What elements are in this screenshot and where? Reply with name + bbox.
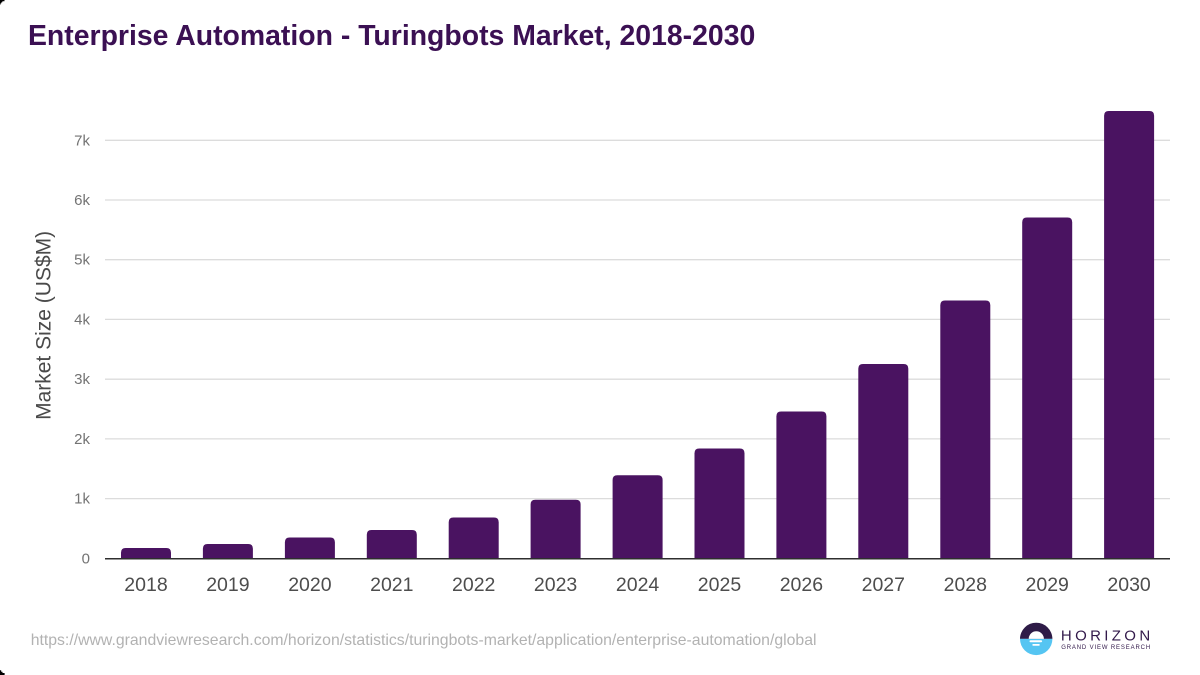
- svg-text:1k: 1k: [74, 491, 90, 508]
- svg-text:2018: 2018: [124, 574, 167, 596]
- svg-text:2023: 2023: [534, 574, 577, 596]
- svg-text:6k: 6k: [74, 192, 90, 209]
- svg-text:4k: 4k: [74, 311, 90, 328]
- svg-text:HORIZON: HORIZON: [1061, 627, 1154, 644]
- svg-text:2022: 2022: [452, 574, 495, 596]
- svg-text:2026: 2026: [780, 574, 823, 596]
- svg-text:2024: 2024: [616, 574, 660, 596]
- svg-text:Market Size (US$M): Market Size (US$M): [32, 231, 55, 420]
- svg-text:2025: 2025: [698, 574, 742, 596]
- svg-text:2020: 2020: [288, 574, 332, 596]
- svg-text:0: 0: [82, 550, 90, 567]
- svg-text:2027: 2027: [862, 574, 905, 596]
- svg-text:2k: 2k: [74, 431, 90, 448]
- svg-text:5k: 5k: [74, 252, 90, 269]
- svg-text:7k: 7k: [74, 132, 90, 149]
- svg-text:2029: 2029: [1026, 574, 1069, 596]
- svg-text:2021: 2021: [370, 574, 413, 596]
- svg-text:3k: 3k: [74, 371, 90, 388]
- svg-text:2030: 2030: [1107, 574, 1151, 596]
- svg-text:GRAND VIEW RESEARCH: GRAND VIEW RESEARCH: [1061, 645, 1151, 651]
- svg-text:2028: 2028: [944, 574, 987, 596]
- svg-text:2019: 2019: [206, 574, 249, 596]
